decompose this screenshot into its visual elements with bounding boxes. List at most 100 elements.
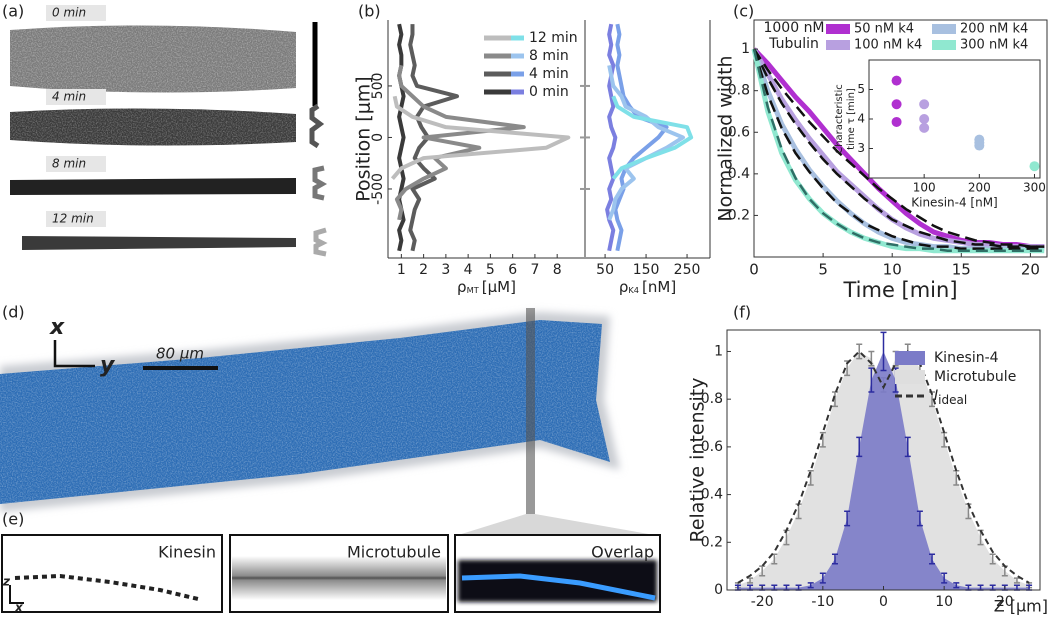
legend-swatch <box>826 24 850 34</box>
legend-swatch <box>895 351 925 365</box>
point <box>919 99 930 110</box>
y-axis-label: Relative intensity <box>687 377 709 542</box>
y-tick-label: 0.6 <box>728 124 750 140</box>
bundle-image <box>10 178 296 195</box>
x-axis-label: ρK4 [nM] <box>619 278 676 296</box>
time-caption: 12 min <box>52 212 94 226</box>
point <box>919 122 930 133</box>
x-tick-label: 4 <box>464 262 473 278</box>
error-bar <box>819 572 826 584</box>
label-subscript: MT <box>467 285 480 295</box>
legend-label: 200 nM k4 <box>960 22 1028 37</box>
x-tick-label: 0 <box>879 594 888 610</box>
y-axis-label: Position [μm] <box>353 76 375 201</box>
reference-line <box>737 350 1030 584</box>
y-tick-label: 500 <box>370 73 386 100</box>
axis-glyph <box>53 340 95 368</box>
legend-swatch <box>932 40 956 50</box>
profile-line <box>613 23 669 252</box>
y-tick-label: 0 <box>370 133 386 142</box>
panel-title: Microtubule <box>347 543 441 562</box>
x-axis-label: ρMT [μM] <box>457 278 516 296</box>
error-bar <box>831 553 838 565</box>
x-tick-label: 5 <box>818 260 828 278</box>
x-tick-label: 15 <box>952 260 971 278</box>
profile-line <box>607 64 685 221</box>
axis-glyph-label: y <box>100 353 116 378</box>
legend-label: Kinesin-4 <box>934 350 999 366</box>
y-tick-label: 0.4 <box>701 487 723 503</box>
legend-swatch <box>932 24 956 34</box>
x-axis-label: Kinesin-4 [nM] <box>911 196 997 210</box>
x-tick-label: 250 <box>674 262 701 278</box>
panel-e-images <box>1 534 661 613</box>
panel-texts: (a) (b) (c) (d) (e) (f) x y 80 μm Kinesin Microtub… <box>2 2 754 615</box>
panel-label: (e) <box>2 510 24 529</box>
legend-swatch <box>895 370 925 384</box>
area <box>737 351 1030 590</box>
y-tick-label: 0.8 <box>701 391 723 407</box>
legend-label: Iideal <box>934 388 967 407</box>
time-caption: 4 min <box>52 90 86 104</box>
panel-d-image <box>0 308 660 536</box>
x-tick-label: 200 <box>968 181 991 195</box>
x-tick-label: -20 <box>751 594 774 610</box>
label-unit: [nM] <box>642 278 676 296</box>
caption-box <box>46 211 106 227</box>
fit-line <box>752 48 1045 253</box>
width-profile <box>309 103 325 149</box>
caption-box <box>46 5 106 21</box>
error-bar <box>844 510 851 527</box>
x-tick-label: 5 <box>486 262 495 278</box>
fit-line <box>752 48 1045 250</box>
error-bar <box>929 553 936 565</box>
legend-name: Kinesin-4 <box>934 350 999 366</box>
label-symbol: ρ <box>619 278 629 296</box>
legend-name: I <box>934 388 938 404</box>
bundle-image <box>22 236 296 250</box>
point <box>891 99 902 110</box>
error-bar <box>1013 577 1020 584</box>
x-tick-label: 10 <box>883 260 902 278</box>
x-tick-label: 8 <box>553 262 562 278</box>
overlap-kinesin <box>461 573 656 601</box>
point <box>1029 161 1040 172</box>
x-tick-label: 20 <box>996 594 1014 610</box>
y-tick-label: 0.2 <box>701 534 723 550</box>
annotation: Tubulin <box>768 36 819 52</box>
legend-subscript: ideal <box>938 393 967 407</box>
kinesin-frame <box>1 534 223 613</box>
y-tick-label: 1 <box>741 41 750 57</box>
axis-glyph-label: z <box>2 575 11 589</box>
error-bar <box>953 582 960 589</box>
legend-label: Microtubule <box>934 369 1016 385</box>
caption-box <box>46 89 106 105</box>
y-tick-label: 1 <box>714 343 723 359</box>
y-axis-label: Characteristic <box>834 84 845 154</box>
profile-line <box>605 23 618 252</box>
plot-frame <box>753 19 1048 258</box>
x-tick-label: 2 <box>419 262 428 278</box>
x-tick-label: 1 <box>397 262 406 278</box>
time-caption: 0 min <box>52 6 86 20</box>
legend-label: 100 nM k4 <box>854 38 922 53</box>
bundle-texture <box>10 108 296 146</box>
x-tick-label: 150 <box>633 262 660 278</box>
panel-label: (d) <box>2 303 25 322</box>
point <box>891 75 902 86</box>
panel-label: (f) <box>733 303 751 322</box>
x-tick-label: 3 <box>441 262 450 278</box>
bundle-texture <box>10 25 296 93</box>
chart: 0 5 10 15 20 0.2 0.4 0.6 0.8 1 Time [min] Normalize… <box>715 19 1048 302</box>
annotation: 1000 nM <box>763 20 824 36</box>
width-profile <box>312 165 328 201</box>
profile-line <box>390 95 571 180</box>
slice-marker <box>526 308 535 514</box>
zoom-wedge <box>455 514 660 536</box>
y-tick-label: 4 <box>857 112 865 126</box>
panel-title: Overlap <box>591 543 654 562</box>
y-tick-label: -500 <box>370 173 386 205</box>
